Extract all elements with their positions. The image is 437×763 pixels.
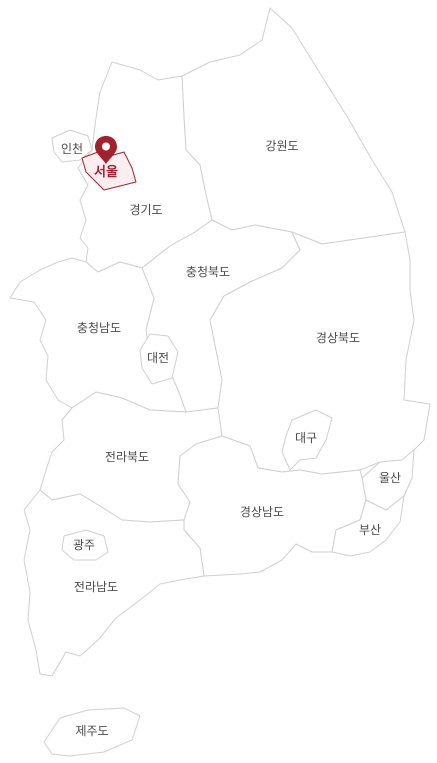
region-daegu[interactable]	[281, 409, 333, 471]
region-gangwon[interactable]	[181, 7, 406, 245]
label-gyeongbuk: 경상북도	[316, 331, 360, 345]
label-gwangju: 광주	[73, 538, 95, 552]
region-incheon[interactable]	[51, 129, 93, 163]
label-chungnam: 충청남도	[77, 321, 121, 335]
label-seoul: 서울	[94, 164, 118, 180]
label-daegu: 대구	[295, 431, 317, 445]
label-gangwon: 강원도	[265, 139, 298, 153]
label-gyeongnam: 경상남도	[240, 505, 284, 519]
region-gwangju[interactable]	[61, 529, 109, 561]
label-ulsan: 울산	[379, 471, 401, 485]
region-chungnam[interactable]	[9, 257, 187, 413]
location-pin-icon	[95, 136, 117, 164]
label-jeonnam: 전라남도	[74, 580, 118, 594]
label-chungbuk: 충청북도	[186, 265, 230, 279]
label-busan: 부산	[359, 523, 381, 537]
region-gyeongnam[interactable]	[177, 435, 367, 577]
label-daejeon: 대전	[147, 351, 169, 365]
region-jeju[interactable]	[43, 707, 141, 757]
region-busan[interactable]	[331, 495, 405, 557]
label-gyeonggi: 경기도	[129, 203, 162, 217]
label-jeju: 제주도	[75, 724, 108, 738]
label-incheon: 인천	[61, 141, 83, 156]
region-daejeon[interactable]	[139, 333, 179, 385]
label-jeonbuk: 전라북도	[105, 450, 149, 464]
